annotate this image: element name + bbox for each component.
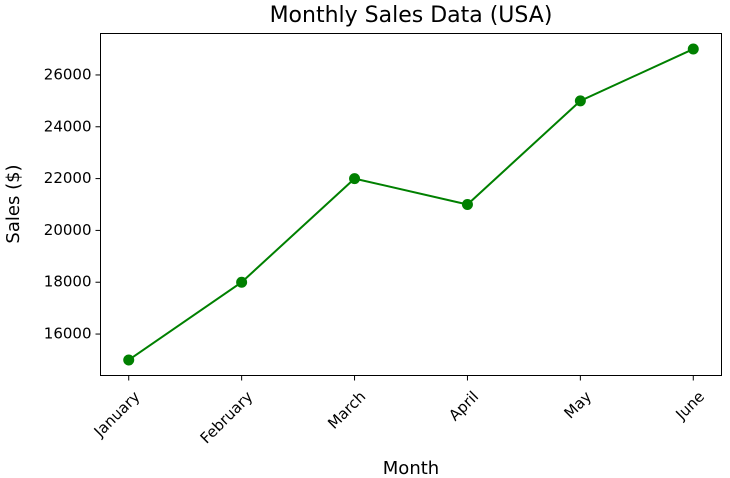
y-tick-label: 16000 — [44, 325, 92, 343]
chart-title: Monthly Sales Data (USA) — [270, 3, 553, 28]
plot-frame — [100, 33, 722, 376]
y-tick-label: 20000 — [44, 221, 92, 239]
x-axis-label: Month — [383, 458, 439, 478]
y-tick-label: 24000 — [44, 117, 92, 135]
line — [128, 48, 694, 361]
y-tick-label: 26000 — [44, 65, 92, 83]
point — [349, 173, 361, 185]
x-tick-label: April — [445, 388, 482, 425]
y-tick-label: 22000 — [44, 169, 92, 187]
y-axis-label: Sales ($) — [3, 164, 24, 243]
point — [123, 354, 135, 366]
x-tick-label: May — [560, 387, 595, 422]
x-tick-label: June — [671, 388, 708, 425]
point — [461, 199, 473, 210]
x-tick-label: February — [197, 387, 257, 447]
y-tick-label: 18000 — [44, 273, 92, 291]
x-tick-label: January — [90, 387, 144, 441]
point — [574, 95, 586, 107]
x-tick-label: March — [324, 388, 369, 433]
point — [687, 43, 699, 55]
point — [236, 276, 248, 288]
